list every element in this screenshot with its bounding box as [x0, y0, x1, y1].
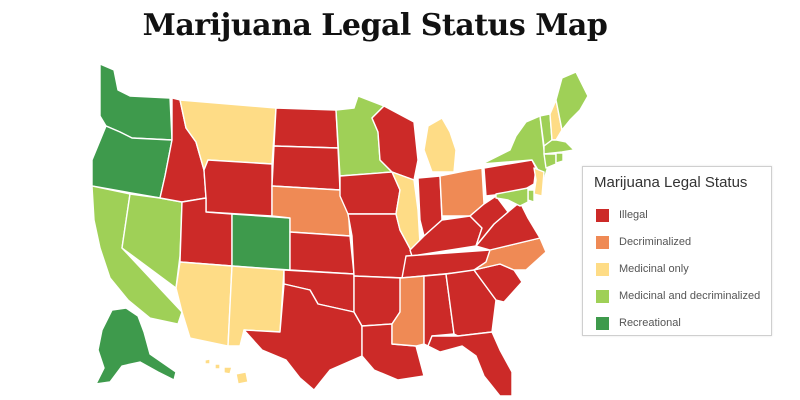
- legend-item-medicinal-and-decriminalized: Medicinal and decriminalized: [596, 288, 760, 304]
- legend-label: Medicinal only: [619, 263, 689, 275]
- legend-swatch: [596, 208, 609, 222]
- map-title: Marijuana Legal Status Map: [142, 8, 608, 43]
- state-ar[interactable]: [353, 275, 403, 327]
- state-nj[interactable]: [533, 167, 545, 197]
- state-nh[interactable]: [549, 99, 563, 141]
- state-wy[interactable]: [203, 159, 273, 217]
- state-ak[interactable]: [95, 307, 177, 385]
- state-mi[interactable]: [423, 117, 457, 173]
- state-ri[interactable]: [555, 152, 564, 164]
- state-ks[interactable]: [289, 231, 355, 275]
- state-az[interactable]: [175, 261, 233, 347]
- legend-swatch: [596, 235, 609, 249]
- state-ct[interactable]: [543, 153, 557, 169]
- legend-item-illegal: Illegal: [596, 207, 648, 223]
- state-wv[interactable]: [469, 195, 509, 247]
- state-sd[interactable]: [271, 145, 341, 191]
- legend-item-recreational: Recreational: [596, 315, 681, 331]
- legend-item-decriminalized: Decriminalized: [596, 234, 691, 250]
- legend-swatch: [596, 289, 609, 303]
- legend-title: Marijuana Legal Status: [594, 174, 748, 191]
- legend-label: Decriminalized: [619, 236, 692, 248]
- state-hi[interactable]: [204, 358, 249, 385]
- legend-swatch: [596, 316, 609, 330]
- state-tx[interactable]: [243, 283, 363, 391]
- state-ma[interactable]: [543, 139, 575, 155]
- state-nd[interactable]: [273, 107, 339, 149]
- legend-label: Medicinal and decriminalized: [619, 290, 761, 302]
- legend: Marijuana Legal Status Illegal Decrimina…: [582, 166, 772, 336]
- state-ia[interactable]: [339, 171, 401, 215]
- legend-label: Illegal: [619, 209, 648, 221]
- state-fl[interactable]: [427, 331, 513, 397]
- state-nc[interactable]: [473, 237, 547, 271]
- legend-swatch: [596, 262, 609, 276]
- state-me[interactable]: [555, 71, 589, 131]
- state-md[interactable]: [495, 187, 529, 207]
- state-de[interactable]: [527, 189, 535, 203]
- legend-label: Recreational: [619, 317, 681, 329]
- legend-item-medicinal-only: Medicinal only: [596, 261, 689, 277]
- state-co[interactable]: [231, 213, 291, 271]
